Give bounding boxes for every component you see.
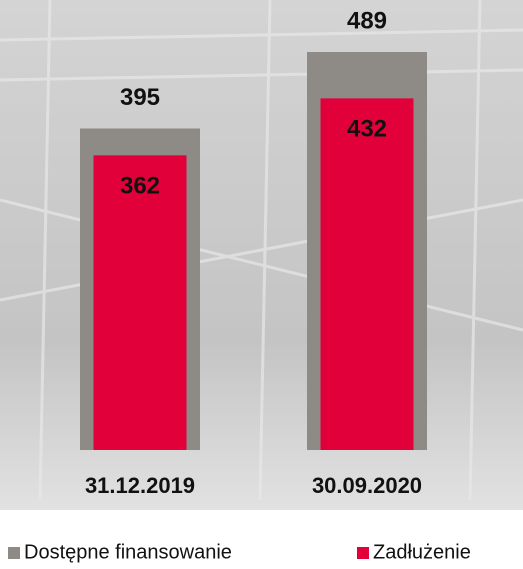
- background-pattern: [0, 0, 523, 501]
- legend-label: Dostępne finansowanie: [24, 541, 232, 563]
- x-tick-label: 31.12.2019: [85, 473, 195, 498]
- x-tick-label: 30.09.2020: [312, 473, 422, 498]
- value-label: 362: [120, 173, 160, 200]
- value-label: 489: [347, 7, 387, 34]
- legend-background: [0, 510, 523, 569]
- debt-bar: [320, 98, 414, 450]
- legend-label: Zadłużenie: [373, 541, 471, 563]
- value-label: 432: [347, 116, 387, 143]
- debt-bar: [93, 155, 187, 450]
- legend-swatch: [8, 547, 20, 559]
- legend-swatch: [357, 547, 369, 559]
- value-label: 395: [120, 84, 160, 111]
